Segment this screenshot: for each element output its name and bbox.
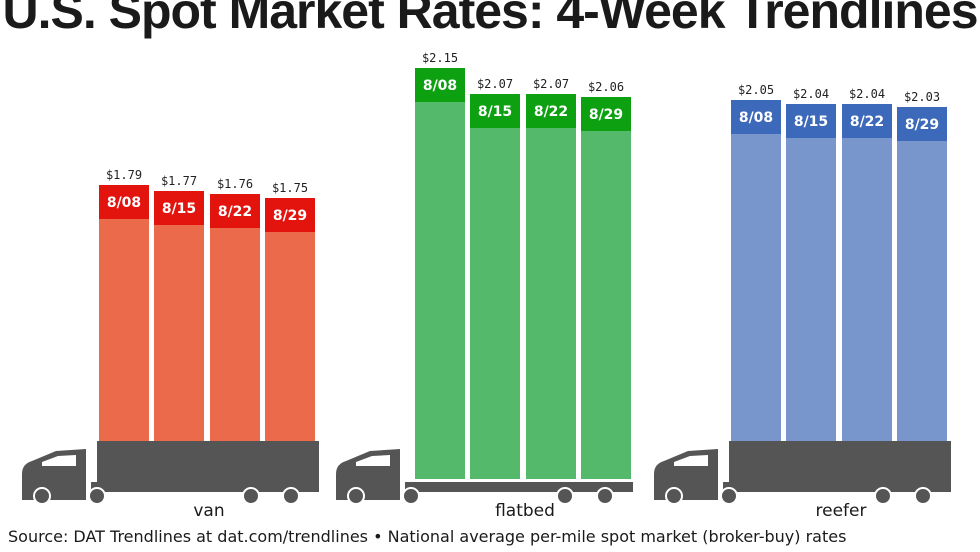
reefer-wheel xyxy=(720,487,738,505)
category-label-van: van xyxy=(193,501,224,521)
value-label: $2.05 xyxy=(738,83,774,97)
week-label: 8/22 xyxy=(850,114,884,130)
bar-cap-reefer-8-22 xyxy=(842,104,892,138)
week-label: 8/29 xyxy=(905,117,939,133)
series-flatbed: 8/08 $2.15 8/15 $2.07 8/22 $2.07 8/29 $2.06 flat… xyxy=(415,51,631,521)
bar-cap-flatbed-8-15 xyxy=(470,94,520,128)
flatbed-truck-icon xyxy=(336,449,633,505)
bar-flatbed-8-15 xyxy=(470,94,520,479)
bar-cap-flatbed-8-08 xyxy=(415,68,465,102)
flatbed-cab xyxy=(336,449,400,500)
category-label-reefer: reefer xyxy=(816,501,867,521)
value-label: $2.03 xyxy=(904,90,940,104)
van-wheel xyxy=(282,487,300,505)
bar-reefer-8-29 xyxy=(897,107,947,441)
reefer-wheel xyxy=(665,487,683,505)
bar-cap-reefer-8-15 xyxy=(786,104,836,138)
bar-van-8-22 xyxy=(210,194,260,441)
reefer-cab xyxy=(654,449,718,500)
value-label: $1.75 xyxy=(272,181,308,195)
bar-van-8-29 xyxy=(265,198,315,441)
flatbed-chassis xyxy=(405,482,633,492)
flatbed-wheel xyxy=(596,487,614,505)
week-label: 8/22 xyxy=(534,104,568,120)
value-label: $1.77 xyxy=(161,174,197,188)
week-label: 8/08 xyxy=(107,195,141,211)
value-label: $2.04 xyxy=(793,87,829,101)
source-note: Source: DAT Trendlines at dat.com/trendl… xyxy=(8,527,847,546)
flatbed-wheel xyxy=(347,487,365,505)
bar-cap-flatbed-8-29 xyxy=(581,97,631,131)
value-label: $1.79 xyxy=(106,168,142,182)
bar-flatbed-8-22 xyxy=(526,94,576,479)
bar-reefer-8-08 xyxy=(731,100,781,441)
bar-reefer-8-22 xyxy=(842,104,892,441)
series-van: 8/08 $1.79 8/15 $1.77 8/22 $1.76 8/29 $1.75 van xyxy=(99,168,315,521)
reefer-trailer xyxy=(729,441,951,487)
bar-flatbed-8-29 xyxy=(581,97,631,479)
value-label: $2.07 xyxy=(477,77,513,91)
flatbed-wheel xyxy=(402,487,420,505)
week-label: 8/29 xyxy=(589,107,623,123)
value-label: $2.07 xyxy=(533,77,569,91)
bar-cap-reefer-8-29 xyxy=(897,107,947,141)
van-wheel xyxy=(88,487,106,505)
week-label: 8/15 xyxy=(162,201,196,217)
flatbed-cab-window xyxy=(356,455,390,466)
van-cab xyxy=(22,449,86,500)
flatbed-wheel xyxy=(556,487,574,505)
bar-cap-van-8-22 xyxy=(210,194,260,228)
bar-reefer-8-15 xyxy=(786,104,836,441)
value-label: $2.06 xyxy=(588,80,624,94)
week-label: 8/29 xyxy=(273,208,307,224)
reefer-wheel xyxy=(874,487,892,505)
week-label: 8/15 xyxy=(794,114,828,130)
van-wheel xyxy=(33,487,51,505)
bar-van-8-15 xyxy=(154,191,204,441)
bar-flatbed-8-08 xyxy=(415,68,465,479)
van-truck-icon xyxy=(22,441,319,505)
week-label: 8/22 xyxy=(218,204,252,220)
bar-cap-van-8-15 xyxy=(154,191,204,225)
value-label: $2.04 xyxy=(849,87,885,101)
chart-title: U.S. Spot Market Rates: 4-Week Trendline… xyxy=(2,0,978,39)
reefer-wheel xyxy=(914,487,932,505)
category-label-flatbed: flatbed xyxy=(495,501,555,521)
week-label: 8/15 xyxy=(478,104,512,120)
week-label: 8/08 xyxy=(423,78,457,94)
series-reefer: 8/08 $2.05 8/15 $2.04 8/22 $2.04 8/29 $2.03 reef… xyxy=(731,83,947,521)
bar-cap-reefer-8-08 xyxy=(731,100,781,134)
value-label: $1.76 xyxy=(217,177,253,191)
week-label: 8/08 xyxy=(739,110,773,126)
van-chassis xyxy=(91,482,319,492)
van-wheel xyxy=(242,487,260,505)
van-cab-window xyxy=(42,455,76,466)
value-label: $2.15 xyxy=(422,51,458,65)
van-trailer xyxy=(97,441,319,487)
bar-van-8-08 xyxy=(99,185,149,441)
reefer-cab-window xyxy=(674,455,708,466)
bar-cap-van-8-29 xyxy=(265,198,315,232)
bar-cap-flatbed-8-22 xyxy=(526,94,576,128)
reefer-chassis xyxy=(723,482,951,492)
reefer-truck-icon xyxy=(654,441,951,505)
bar-cap-van-8-08 xyxy=(99,185,149,219)
